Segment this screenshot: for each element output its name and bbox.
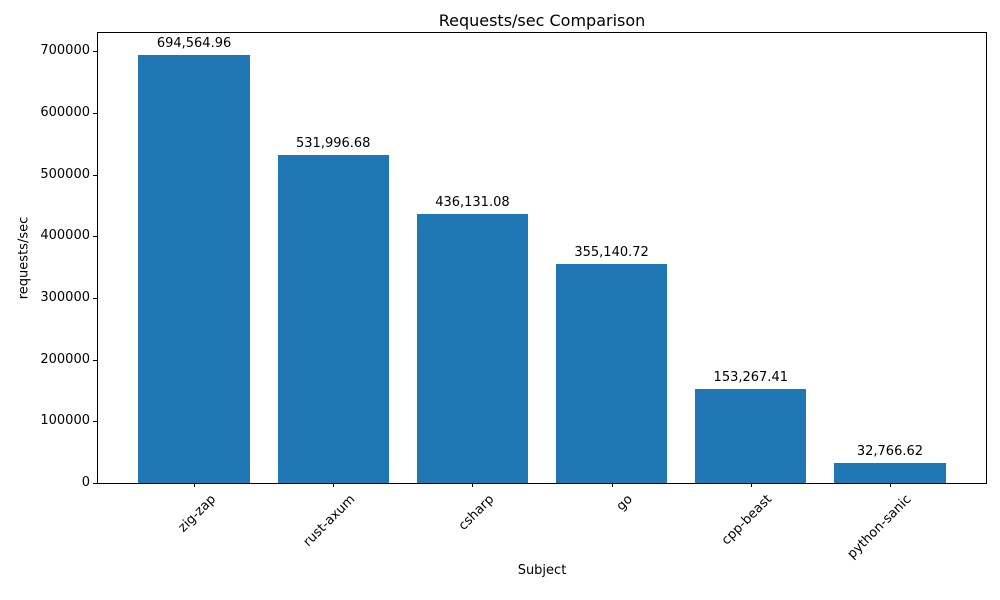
y-tick-mark	[93, 298, 97, 300]
bar-value-label: 531,996.68	[296, 136, 371, 152]
bar-value-label: 355,140.72	[574, 245, 649, 261]
x-tick-label: csharp	[455, 492, 498, 534]
y-tick-label: 200000	[40, 351, 90, 367]
x-tick-mark	[889, 483, 891, 487]
y-tick-label: 700000	[40, 43, 90, 59]
y-tick-label: 300000	[40, 290, 90, 306]
y-tick-mark	[93, 421, 97, 423]
bar	[695, 388, 807, 483]
bar	[277, 155, 389, 483]
x-tick-mark	[333, 483, 335, 487]
x-tick-mark	[472, 483, 474, 487]
y-tick-mark	[93, 174, 97, 176]
x-axis-label: Subject	[517, 563, 567, 578]
x-tick-mark	[194, 483, 196, 487]
bar-value-label: 153,267.41	[713, 369, 788, 385]
y-tick-label: 400000	[40, 228, 90, 244]
x-tick-label: cpp-beast	[719, 492, 776, 549]
x-tick-label: zig-zap	[175, 492, 219, 536]
y-tick-mark	[93, 359, 97, 361]
bar	[138, 54, 250, 483]
bar	[416, 214, 529, 483]
y-tick-label: 600000	[40, 105, 90, 121]
x-tick-label: python-sanic	[844, 492, 915, 562]
x-tick-label: rust-axum	[300, 492, 358, 550]
y-tick-mark	[93, 236, 97, 238]
y-tick-label: 100000	[40, 413, 90, 429]
bar	[834, 462, 946, 483]
x-tick-mark	[611, 483, 613, 487]
y-tick-mark	[93, 51, 97, 53]
y-tick-mark	[93, 113, 97, 115]
chart-title: Requests/sec Comparison	[438, 11, 646, 30]
bar-value-label: 32,766.62	[856, 443, 924, 459]
bar	[555, 264, 668, 483]
x-tick-mark	[750, 483, 752, 487]
y-tick-label: 500000	[40, 166, 90, 182]
y-tick-mark	[93, 483, 97, 484]
y-tick-label: 0	[81, 475, 90, 490]
x-tick-label: go	[614, 492, 637, 515]
bar-value-label: 694,564.96	[156, 35, 232, 51]
bar-value-label: 436,131.08	[435, 195, 510, 211]
